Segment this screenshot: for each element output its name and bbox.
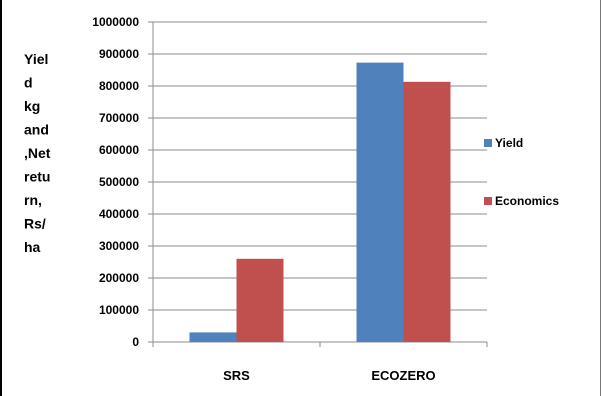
bar-yield-ecozero <box>356 62 404 342</box>
y-axis-label-line: rn, <box>24 192 42 208</box>
y-tick-label: 100000 <box>99 303 139 317</box>
y-tick-label: 800000 <box>99 79 139 93</box>
y-tick-label: 300000 <box>99 239 139 253</box>
x-category-label: ECOZERO <box>371 368 435 383</box>
y-tick-label: 900000 <box>99 47 139 61</box>
y-axis-label-line: ,Net <box>24 145 51 161</box>
y-axis-label-line: retu <box>24 169 50 185</box>
legend-label-economics: Economics <box>495 194 559 208</box>
bar-yield-srs <box>189 332 237 342</box>
y-axis-label-line: Yiel <box>24 51 48 67</box>
legend-swatch-economics <box>484 197 492 205</box>
y-tick-label: 500000 <box>99 175 139 189</box>
y-axis-label-line: kg <box>24 98 40 114</box>
y-axis-label-line: ha <box>24 239 41 255</box>
y-tick-label: 0 <box>132 335 139 349</box>
y-tick-label: 700000 <box>99 111 139 125</box>
legend-swatch-yield <box>484 139 492 147</box>
y-axis-label-line: d <box>24 75 33 91</box>
y-tick-label: 600000 <box>99 143 139 157</box>
y-tick-label: 1000000 <box>92 15 139 29</box>
y-tick-label: 200000 <box>99 271 139 285</box>
y-axis-label-line: Rs/ <box>24 216 46 232</box>
y-axis-label-line: and <box>24 122 49 138</box>
bar-economics-ecozero <box>403 81 451 342</box>
y-tick-label: 400000 <box>99 207 139 221</box>
bar-economics-srs <box>236 258 284 342</box>
legend-label-yield: Yield <box>495 136 523 150</box>
x-category-label: SRS <box>223 368 250 383</box>
